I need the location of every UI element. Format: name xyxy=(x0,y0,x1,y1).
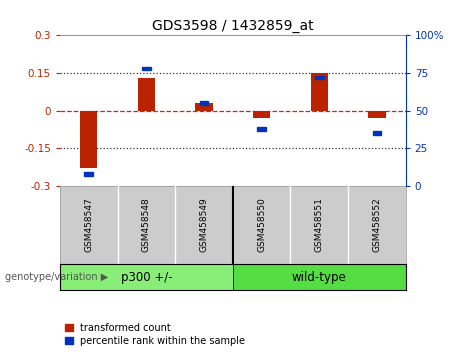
Legend: transformed count, percentile rank within the sample: transformed count, percentile rank withi… xyxy=(65,323,245,346)
Title: GDS3598 / 1432859_at: GDS3598 / 1432859_at xyxy=(152,19,313,33)
Text: GSM458552: GSM458552 xyxy=(372,198,381,252)
Text: GSM458547: GSM458547 xyxy=(84,198,93,252)
Text: wild-type: wild-type xyxy=(292,270,347,284)
Text: genotype/variation ▶: genotype/variation ▶ xyxy=(5,272,108,282)
Bar xyxy=(372,131,381,135)
Bar xyxy=(84,172,93,176)
Bar xyxy=(195,103,213,110)
Bar xyxy=(233,264,406,290)
Text: GSM458548: GSM458548 xyxy=(142,198,151,252)
Bar xyxy=(368,110,385,118)
Text: GSM458549: GSM458549 xyxy=(200,198,208,252)
Bar xyxy=(80,110,97,168)
Bar xyxy=(253,110,270,118)
Bar xyxy=(138,78,155,110)
Bar xyxy=(257,127,266,131)
Text: GSM458551: GSM458551 xyxy=(315,197,324,252)
Bar xyxy=(142,67,151,70)
Bar xyxy=(311,73,328,110)
Bar xyxy=(60,264,233,290)
Bar xyxy=(200,101,208,105)
Text: GSM458550: GSM458550 xyxy=(257,197,266,252)
Text: p300 +/-: p300 +/- xyxy=(121,270,172,284)
Bar xyxy=(315,76,324,79)
